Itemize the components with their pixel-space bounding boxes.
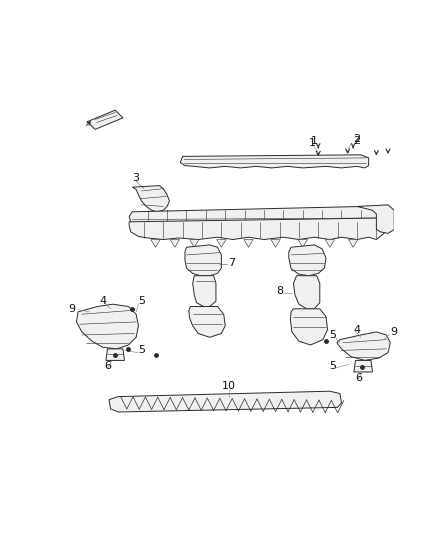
Polygon shape <box>190 239 199 247</box>
Text: 2: 2 <box>353 136 360 146</box>
Polygon shape <box>77 304 138 349</box>
Polygon shape <box>132 185 170 212</box>
Text: 5: 5 <box>138 345 145 356</box>
Polygon shape <box>298 239 307 247</box>
Text: 4: 4 <box>353 325 360 335</box>
Polygon shape <box>106 349 124 360</box>
Polygon shape <box>189 306 225 337</box>
Text: 6: 6 <box>355 373 362 383</box>
Text: 9: 9 <box>391 327 398 337</box>
Text: 9: 9 <box>68 304 75 314</box>
Polygon shape <box>354 360 372 372</box>
Polygon shape <box>180 155 369 168</box>
Text: 1: 1 <box>308 138 315 148</box>
Polygon shape <box>244 239 253 247</box>
Text: 1: 1 <box>311 136 318 146</box>
Text: 6: 6 <box>104 361 111 371</box>
Polygon shape <box>337 332 390 360</box>
Text: 4: 4 <box>99 296 106 306</box>
Polygon shape <box>217 239 226 247</box>
Text: 3: 3 <box>133 173 140 183</box>
Polygon shape <box>290 309 328 345</box>
Text: 5: 5 <box>328 361 336 371</box>
Polygon shape <box>289 245 326 276</box>
Polygon shape <box>170 239 180 247</box>
Polygon shape <box>271 239 280 247</box>
Polygon shape <box>109 391 342 412</box>
Polygon shape <box>129 206 384 230</box>
Text: 8: 8 <box>276 286 283 296</box>
Polygon shape <box>87 110 123 130</box>
Polygon shape <box>357 205 394 233</box>
Polygon shape <box>185 245 221 276</box>
Polygon shape <box>325 239 335 247</box>
Text: 5: 5 <box>138 296 145 306</box>
Text: 2: 2 <box>353 134 360 144</box>
Polygon shape <box>349 239 358 247</box>
Text: 5: 5 <box>328 330 336 340</box>
Text: 7: 7 <box>228 257 235 268</box>
Polygon shape <box>293 276 320 309</box>
Polygon shape <box>151 239 160 247</box>
Polygon shape <box>129 218 386 239</box>
Text: 10: 10 <box>222 381 236 391</box>
Polygon shape <box>193 276 216 306</box>
